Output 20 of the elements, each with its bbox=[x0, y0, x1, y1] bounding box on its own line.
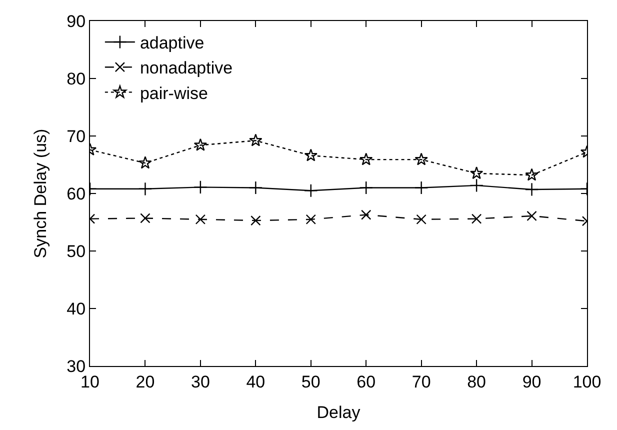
x-tick-label: 60 bbox=[356, 372, 376, 392]
x-tick-label: 40 bbox=[246, 372, 266, 392]
x-axis-title: Delay bbox=[316, 402, 361, 422]
y-tick-label: 40 bbox=[66, 299, 86, 318]
x-tick-label: 50 bbox=[301, 372, 320, 392]
legend-label: nonadaptive bbox=[140, 58, 233, 78]
y-tick-label: 90 bbox=[66, 12, 86, 31]
x-tick-label: 80 bbox=[467, 372, 486, 392]
y-axis-title: Synch Delay (us) bbox=[31, 128, 50, 258]
y-tick-label: 70 bbox=[66, 126, 86, 146]
y-tick-label: 80 bbox=[66, 69, 86, 88]
x-tick-label: 30 bbox=[190, 372, 210, 392]
x-tick-label: 100 bbox=[572, 372, 602, 392]
y-tick-label: 50 bbox=[66, 242, 86, 261]
legend-label: pair-wise bbox=[140, 84, 208, 103]
x-tick-label: 20 bbox=[136, 372, 155, 392]
legend-label: adaptive bbox=[140, 34, 204, 53]
y-tick-label: 60 bbox=[66, 184, 86, 204]
x-tick-label: 90 bbox=[522, 372, 542, 392]
x-tick-label: 70 bbox=[412, 372, 431, 392]
